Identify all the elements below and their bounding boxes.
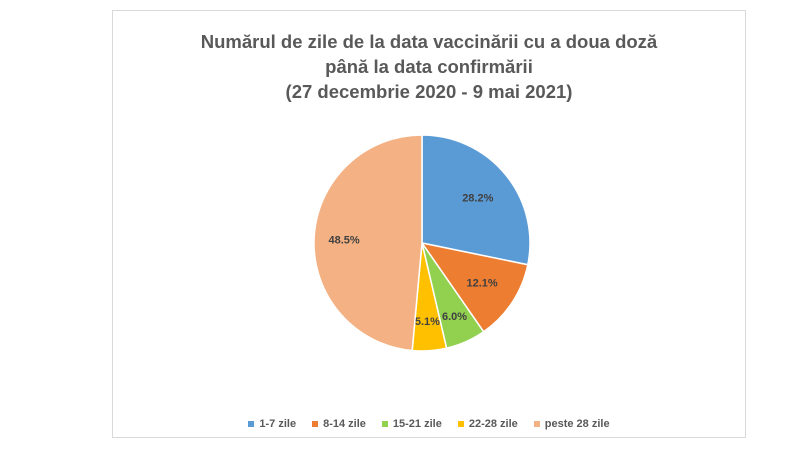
data-label-8-14: 12.1%	[466, 278, 497, 290]
chart-title: Numărul de zile de la data vaccinării cu…	[113, 29, 745, 104]
legend-swatch-1-7	[248, 421, 255, 427]
legend-item-15-21: 15-21 zile	[381, 418, 442, 430]
legend-item-22-28: 22-28 zile	[457, 418, 518, 430]
legend-item-peste-28: peste 28 zile	[533, 418, 610, 430]
legend-swatch-15-21	[381, 421, 388, 427]
legend-item-8-14: 8-14 zile	[312, 418, 366, 430]
chart-title-line-3: (27 decembrie 2020 - 9 mai 2021)	[285, 81, 573, 102]
chart-title-line-2: până la data confirmării	[325, 56, 533, 77]
legend-label-15-21: 15-21 zile	[392, 418, 442, 430]
data-label-1-7: 28.2%	[462, 193, 493, 205]
data-label-22-28: 5.1%	[415, 316, 440, 328]
pie-slice-1-7	[421, 134, 531, 266]
legend-label-1-7: 1-7 zile	[259, 418, 297, 430]
data-label-peste-28: 48.5%	[328, 234, 359, 246]
legend-swatch-22-28	[457, 421, 464, 427]
chart-area: Numărul de zile de la data vaccinării cu…	[112, 10, 746, 438]
legend-swatch-peste-28	[533, 421, 540, 427]
legend-label-22-28: 22-28 zile	[468, 418, 518, 430]
pie-slice-peste-28	[313, 134, 423, 352]
pie-slice-8-14	[420, 241, 529, 333]
legend-label-8-14: 8-14 zile	[323, 418, 366, 430]
legend-label-peste-28: peste 28 zile	[544, 418, 610, 430]
chart-title-line-1: Numărul de zile de la data vaccinării cu…	[200, 31, 658, 52]
pie-chart: 28.2% 12.1% 6.0%5.1% 48.5%	[313, 134, 531, 352]
data-label-15-21: 6.0%	[442, 311, 467, 323]
legend-swatch-8-14	[312, 421, 319, 427]
legend-item-1-7: 1-7 zile	[248, 418, 296, 430]
legend: 1-7 zile 8-14 zile 15-21 zile 22-28 zile…	[113, 418, 745, 430]
